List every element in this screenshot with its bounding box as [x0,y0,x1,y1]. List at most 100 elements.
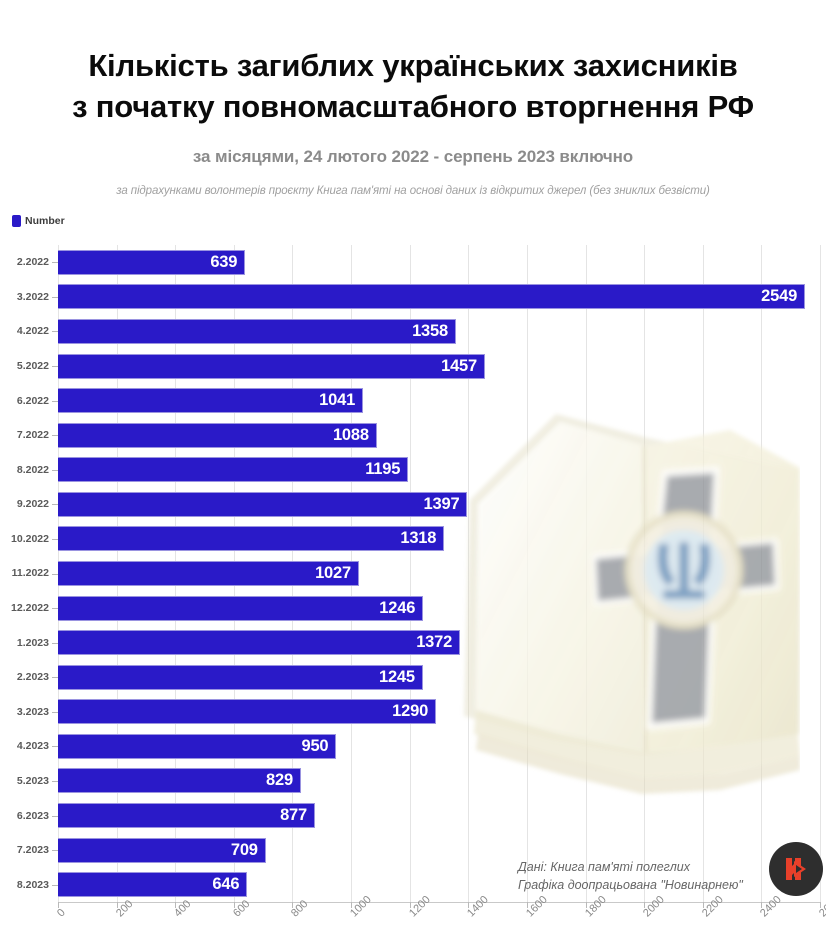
bar-value-label: 1372 [416,633,453,652]
bar[interactable]: 709 [58,837,266,863]
bar-value-label: 1027 [315,563,351,582]
bar[interactable]: 1246 [58,595,424,621]
chart-header: Кількість загиблих українських захисникі… [0,0,826,197]
gridline [820,245,821,902]
bar[interactable]: 1027 [58,560,359,586]
y-axis-tick-label: 11.2022 [11,567,49,580]
y-axis-tick-label: 1.2023 [16,636,49,649]
bar-row[interactable]: 1358 [58,314,820,349]
bar[interactable]: 1358 [58,318,456,344]
bar-value-label: 1041 [319,391,356,410]
bar[interactable]: 639 [58,249,246,275]
bar-row[interactable]: 709 [58,833,820,868]
bar-row[interactable]: 1318 [58,522,820,557]
x-axis-ticks: 0 200 400 600 800 1000 1200 1400 1600 1800 2000 220… [55,894,826,939]
bar-value-label: 639 [210,252,238,271]
y-axis-tick-mark [52,262,58,264]
y-axis-tick-mark [52,608,58,610]
y-axis-tick-mark [52,884,58,886]
bar-value-label: 1290 [392,702,429,721]
bar[interactable]: 1088 [58,422,377,448]
y-axis-tick-label: 2.2023 [16,671,49,684]
novynarnia-logo[interactable] [769,842,823,896]
x-axis-tick-mark [468,902,470,908]
y-axis-tick-label: 3.2023 [16,705,49,718]
bar-value-label: 1245 [378,667,415,686]
bar-row[interactable]: 1027 [58,556,820,591]
bar-row[interactable]: 1245 [58,660,820,695]
bar[interactable]: 646 [58,872,248,898]
bar-row[interactable]: 1041 [58,383,820,418]
y-axis-tick-mark [52,850,58,852]
chart-legend[interactable]: Number [12,215,65,227]
y-axis-tick-mark [52,677,58,679]
plot-area: 639 2549 1358 1457 1041 1088 1195 1397 1318 1027 1… [58,245,821,902]
x-axis-line [58,902,820,903]
bar-row[interactable]: 1457 [58,349,820,384]
x-axis-tick-mark [644,902,646,908]
y-axis-tick-mark [52,296,58,298]
y-axis-tick-mark [52,469,58,471]
bar[interactable]: 950 [58,733,337,759]
bar-row[interactable]: 950 [58,729,820,764]
bar[interactable]: 877 [58,803,316,829]
y-axis-tick-mark [52,400,58,402]
x-axis-tick-mark [526,902,528,908]
bar[interactable]: 1041 [58,388,364,414]
bar[interactable]: 1397 [58,491,468,517]
x-axis-tick-mark [292,902,294,908]
bar[interactable]: 1290 [58,699,437,725]
y-axis-tick-mark [52,711,58,713]
y-axis-tick-label: 5.2023 [16,774,49,787]
x-axis-tick-mark [702,902,704,908]
y-axis-tick-label: 3.2022 [16,290,49,303]
chart-subtitle: за місяцями, 24 лютого 2022 - серпень 20… [192,146,634,166]
bar-row[interactable]: 1372 [58,625,820,660]
bar-row[interactable]: 1397 [58,487,820,522]
bar-value-label: 829 [266,771,293,790]
bar[interactable]: 1245 [58,664,423,690]
x-axis-tick-mark [351,902,353,908]
bar-value-label: 950 [301,736,329,755]
bar[interactable]: 1457 [58,353,485,379]
bar-row[interactable]: 639 [58,245,820,280]
y-axis-tick-mark [52,366,58,368]
y-axis-tick-label: 12.2022 [11,602,49,615]
bar[interactable]: 1318 [58,526,445,552]
y-axis-tick-label: 4.2022 [16,325,49,338]
y-axis-tick-mark [52,642,58,644]
legend-label: Number [25,215,65,227]
y-axis-tick-mark [52,815,58,817]
x-axis-tick-mark [409,902,411,908]
y-axis-tick-mark [52,538,58,540]
bar-value-label: 1457 [441,356,477,375]
y-axis-labels: 2.2022 3.2022 4.2022 5.2022 6.2022 7.2022 8.20… [0,245,58,902]
bar[interactable]: 1195 [58,457,409,483]
bar-row[interactable]: 829 [58,764,820,799]
bar-row[interactable]: 1088 [58,418,820,453]
y-axis-tick-mark [52,746,58,748]
bar-row[interactable]: 1246 [58,591,820,626]
bar-value-label: 1246 [379,598,416,617]
bar-row[interactable]: 1195 [58,452,820,487]
bar-row[interactable]: 1290 [58,695,820,730]
bar[interactable]: 829 [58,768,301,794]
x-axis-tick-label: 0 [55,906,68,920]
y-axis-tick-mark [52,573,58,575]
bar[interactable]: 2549 [58,284,806,310]
bar-value-label: 1318 [400,529,437,548]
x-axis-tick-mark [116,902,118,908]
legend-swatch-icon [12,215,21,227]
bar-value-label: 1397 [423,494,460,513]
y-axis-tick-label: 2.2022 [16,256,49,269]
x-axis-tick-mark [585,902,587,908]
attribution-text: Дані: Книга пам'яті полеглих Графіка доо… [518,860,743,893]
bar-row[interactable]: 2549 [58,280,820,315]
bar[interactable]: 1372 [58,630,461,656]
bar-row[interactable]: 877 [58,798,820,833]
y-axis-tick-label: 5.2022 [16,360,49,373]
bar-value-label: 1358 [412,321,448,340]
bar-row[interactable]: 646 [58,867,820,902]
x-axis-tick-mark [820,902,821,908]
bar-value-label: 646 [212,875,240,894]
